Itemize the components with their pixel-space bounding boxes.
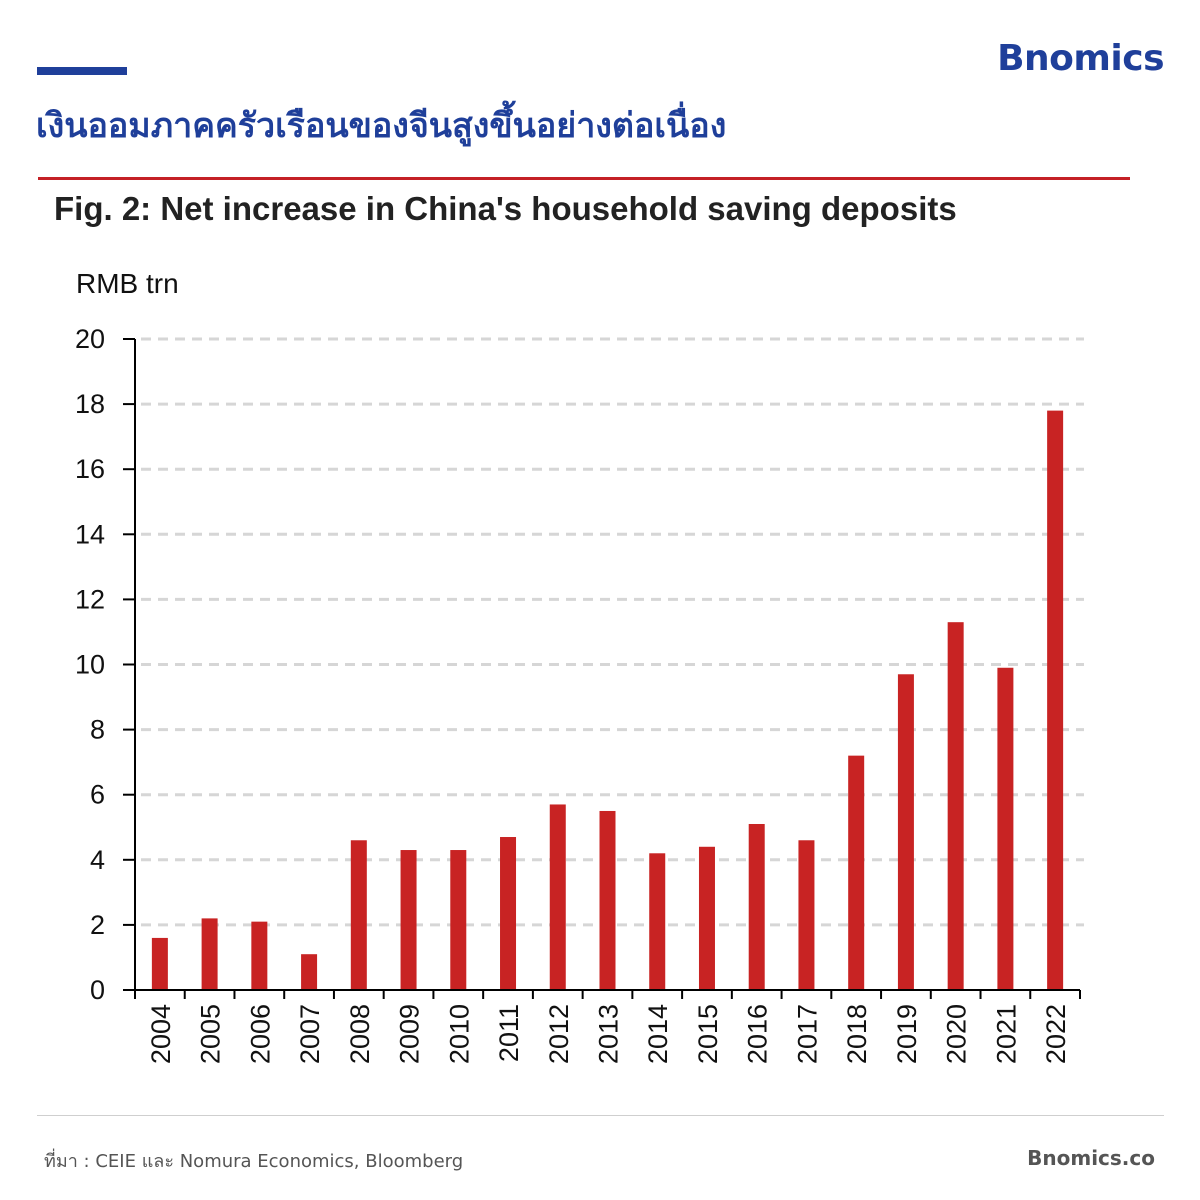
x-tick-label: 2015 xyxy=(693,1004,723,1064)
bar xyxy=(649,853,666,990)
headline-divider xyxy=(38,177,1130,180)
y-tick-label: 0 xyxy=(90,975,105,1005)
y-tick-label: 12 xyxy=(75,584,105,614)
x-tick-label: 2004 xyxy=(146,1004,176,1064)
bar xyxy=(251,921,268,990)
y-axis-unit-label: RMB trn xyxy=(76,268,179,299)
y-tick-label: 2 xyxy=(90,910,105,940)
x-tick-label: 2005 xyxy=(196,1004,226,1064)
x-tick-label: 2017 xyxy=(792,1004,822,1064)
y-tick-label: 6 xyxy=(90,780,105,810)
bar xyxy=(997,667,1014,990)
bar xyxy=(400,850,417,990)
bar xyxy=(599,810,616,990)
bar xyxy=(549,804,566,990)
accent-bar xyxy=(37,67,127,75)
x-tick-label: 2009 xyxy=(395,1004,425,1064)
source-note: ที่มา : CEIE และ Nomura Economics, Bloom… xyxy=(44,1151,464,1172)
x-tick-label: 2012 xyxy=(544,1004,574,1064)
chart-title: Fig. 2: Net increase in China's househol… xyxy=(54,190,957,227)
x-tick-label: 2006 xyxy=(245,1004,275,1064)
x-tick-label: 2019 xyxy=(892,1004,922,1064)
y-tick-label: 18 xyxy=(75,389,105,419)
x-tick-label: 2020 xyxy=(942,1004,972,1064)
bar xyxy=(698,846,715,990)
x-tick-label: 2022 xyxy=(1041,1004,1071,1064)
x-tick-label: 2007 xyxy=(295,1004,325,1064)
x-tick-label: 2018 xyxy=(842,1004,872,1064)
bar xyxy=(500,837,517,990)
x-tick-label: 2016 xyxy=(743,1004,773,1064)
bar xyxy=(301,954,318,990)
x-tick-label: 2014 xyxy=(643,1004,673,1064)
page-headline: เงินออมภาคครัวเรือนของจีนสูงขึ้นอย่างต่อ… xyxy=(36,106,727,146)
footer-divider xyxy=(37,1115,1164,1116)
y-tick-label: 4 xyxy=(90,845,105,875)
brand-logo: Bnomics xyxy=(997,38,1164,79)
x-tick-label: 2021 xyxy=(991,1004,1021,1064)
y-tick-label: 14 xyxy=(75,519,105,549)
bar xyxy=(798,840,815,990)
y-tick-label: 16 xyxy=(75,454,105,484)
bar xyxy=(848,755,865,990)
bar xyxy=(947,622,964,990)
y-tick-label: 20 xyxy=(75,324,105,354)
x-tick-label: 2013 xyxy=(594,1004,624,1064)
bar xyxy=(897,674,914,990)
bar xyxy=(201,918,218,990)
bar xyxy=(748,823,765,990)
y-tick-label: 8 xyxy=(90,715,105,745)
y-tick-label: 10 xyxy=(75,650,105,680)
x-tick-label: 2010 xyxy=(444,1004,474,1064)
site-url: Bnomics.co xyxy=(1027,1146,1155,1170)
bar xyxy=(151,937,168,990)
x-tick-label: 2008 xyxy=(345,1004,375,1064)
x-tick-label: 2011 xyxy=(494,1004,524,1062)
bar xyxy=(350,840,367,990)
bar xyxy=(450,850,467,990)
bar xyxy=(1047,410,1064,990)
